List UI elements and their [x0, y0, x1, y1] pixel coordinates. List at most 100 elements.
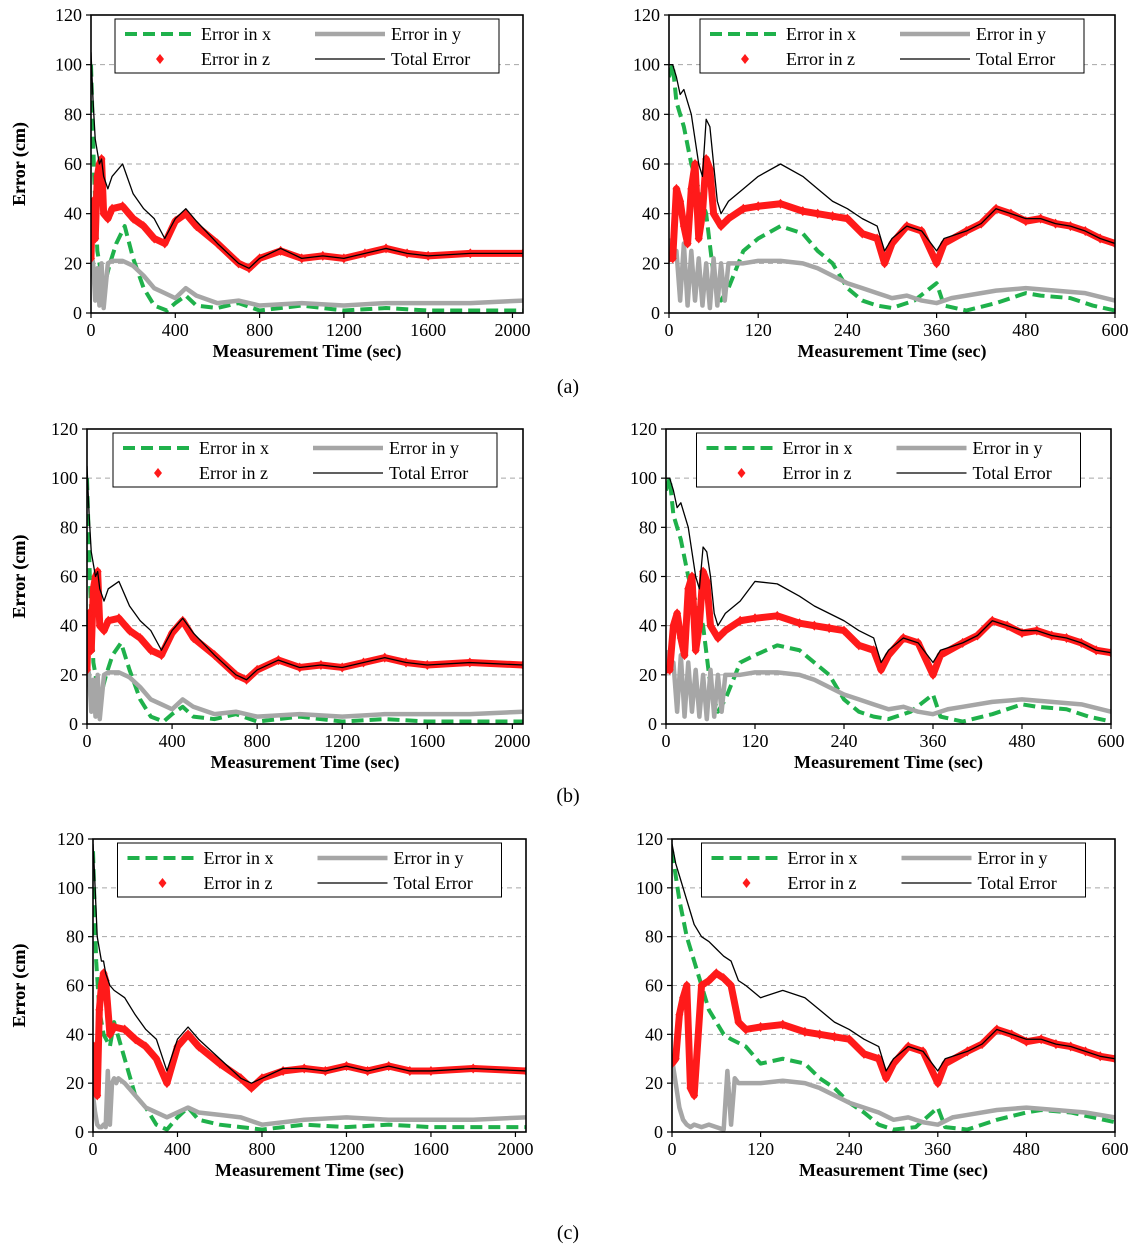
- data-point-error-z: [690, 1090, 699, 1101]
- data-point-error-z: [93, 1090, 102, 1101]
- y-tick-label: 40: [66, 1024, 84, 1044]
- data-point-error-z: [150, 233, 159, 244]
- data-point-error-z: [676, 196, 685, 207]
- panel-label-c: (c): [557, 1222, 579, 1244]
- legend-label: Error in x: [204, 848, 274, 868]
- data-point-error-z: [795, 618, 804, 629]
- legend-box: [696, 432, 1081, 488]
- x-tick-label: 0: [83, 731, 92, 751]
- y-tick-label: 100: [633, 55, 660, 75]
- y-tick-label: 40: [639, 616, 657, 636]
- legend-swatch-error-z: [742, 878, 751, 888]
- legend-label: Error in y: [391, 24, 461, 44]
- y-axis-title: Error (cm): [9, 535, 30, 619]
- data-point-error-z: [141, 1041, 150, 1052]
- y-tick-label: 20: [645, 1073, 663, 1093]
- y-tick-label: 20: [64, 253, 82, 273]
- data-point-error-z: [727, 980, 736, 991]
- legend-label: Total Error: [973, 463, 1052, 483]
- y-tick-label: 100: [636, 878, 663, 898]
- legend-label: Error in z: [783, 463, 852, 483]
- y-tick-label: 0: [73, 303, 82, 323]
- data-point-error-z: [87, 620, 93, 631]
- data-point-error-z: [724, 213, 733, 224]
- y-tick-label: 20: [66, 1073, 84, 1093]
- y-tick-label: 60: [66, 976, 84, 996]
- y-tick-label: 80: [64, 104, 82, 124]
- legend-label: Error in z: [786, 49, 855, 69]
- y-axis-title: Error (cm): [9, 122, 30, 206]
- series-line-error-x: [669, 62, 1115, 313]
- legend-label: Error in y: [973, 438, 1043, 458]
- legend-swatch-error-z: [741, 54, 749, 64]
- x-tick-label: 2000: [497, 1139, 533, 1159]
- y-tick-label: 0: [69, 714, 78, 734]
- data-point-error-z: [146, 645, 155, 656]
- data-point-error-z: [713, 632, 722, 643]
- x-tick-label: 1600: [413, 1139, 449, 1159]
- y-tick-label: 80: [639, 517, 657, 537]
- series-line-error-y: [91, 250, 523, 311]
- data-point-error-z: [773, 610, 782, 621]
- data-point-error-z: [682, 980, 691, 991]
- data-point-error-z: [93, 171, 102, 182]
- panel-label-b: (b): [556, 785, 579, 807]
- y-tick-label: 60: [60, 567, 78, 587]
- data-point-error-z: [858, 228, 867, 239]
- legend-box: [114, 18, 500, 74]
- y-tick-label: 20: [60, 665, 78, 685]
- x-tick-label: 360: [923, 320, 950, 340]
- x-tick-label: 2000: [494, 320, 530, 340]
- x-tick-label: 800: [248, 1139, 275, 1159]
- y-tick-label: 80: [66, 927, 84, 947]
- y-tick-label: 80: [645, 927, 663, 947]
- legend-box: [701, 842, 1086, 898]
- data-point-error-z: [157, 650, 166, 661]
- data-point-error-z: [840, 625, 848, 636]
- data-point-error-z: [680, 650, 689, 661]
- legend-label: Error in y: [389, 438, 459, 458]
- legend-swatch-error-z: [737, 468, 746, 478]
- data-point-error-z: [776, 198, 785, 209]
- data-point-error-z: [129, 213, 138, 224]
- data-point-error-z: [874, 1053, 883, 1064]
- legend-label: Error in z: [201, 49, 270, 69]
- y-axis-title: Error (cm): [9, 535, 30, 619]
- x-tick-label: 480: [1009, 731, 1036, 751]
- y-axis-title: Error (cm): [9, 944, 30, 1028]
- data-point-error-z: [830, 1031, 839, 1042]
- data-point-error-z: [691, 645, 700, 656]
- data-point-error-z: [93, 1058, 97, 1069]
- data-point-error-z: [882, 1073, 891, 1084]
- data-point-error-z: [815, 1029, 824, 1040]
- series-line-error-x: [93, 851, 526, 1132]
- data-point-error-z: [880, 258, 889, 269]
- x-tick-label: 1200: [324, 731, 360, 751]
- data-point-error-z: [87, 664, 91, 675]
- data-point-error-z: [110, 1022, 119, 1033]
- data-point-error-z: [666, 664, 674, 675]
- x-tick-label: 800: [246, 320, 273, 340]
- series-line-error-x: [87, 478, 523, 724]
- legend-swatch-error-z: [158, 878, 167, 888]
- y-tick-label: 20: [642, 253, 660, 273]
- data-point-error-z: [87, 608, 94, 619]
- data-point-error-z: [120, 1024, 129, 1035]
- legend-label: Error in z: [788, 873, 857, 893]
- data-point-error-z: [778, 1019, 787, 1030]
- data-point-error-z: [194, 1041, 203, 1052]
- data-point-error-z: [751, 613, 759, 624]
- data-point-error-z: [741, 1024, 750, 1035]
- legend: Error in x Error in y Error in z Total Erro…: [699, 18, 1085, 74]
- data-point-error-z: [91, 233, 100, 244]
- x-axis-title: Measurement Time (sec): [799, 1160, 988, 1181]
- y-tick-label: 60: [645, 976, 663, 996]
- y-tick-label: 120: [633, 5, 660, 25]
- data-point-error-z: [704, 975, 713, 986]
- y-tick-label: 0: [648, 714, 657, 734]
- x-tick-label: 240: [836, 1139, 863, 1159]
- data-point-error-z: [877, 664, 886, 675]
- x-tick-label: 0: [662, 731, 671, 751]
